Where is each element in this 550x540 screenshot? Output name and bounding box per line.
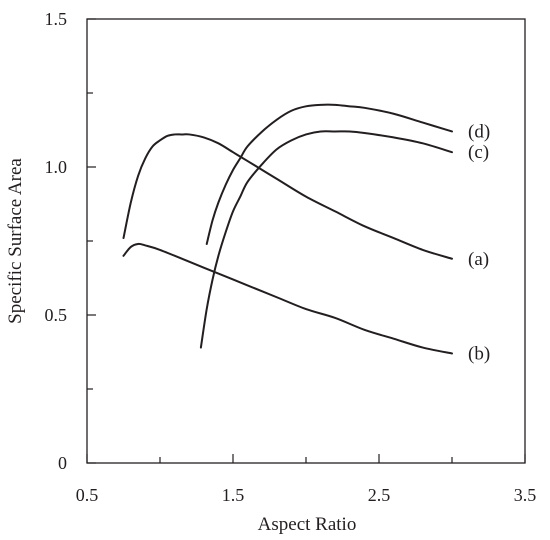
x-axis-title: Aspect Ratio (258, 514, 357, 535)
series-line-d (205, 103, 453, 245)
data-curves (122, 103, 453, 355)
series-line-c (199, 130, 453, 349)
x-tick-label: 1.5 (222, 485, 245, 505)
series-label-d: (d) (468, 121, 490, 142)
series-label-a: (a) (468, 249, 489, 270)
x-tick-label: 3.5 (514, 485, 537, 505)
y-tick-label: 1.5 (45, 9, 68, 29)
axis-ticks (86, 18, 526, 464)
x-tick-label: 2.5 (368, 485, 391, 505)
y-tick-label: 1.0 (45, 157, 68, 177)
series-line-b (122, 242, 453, 355)
tick-labels: 0.5 1.5 2.5 3.5 0 0.5 1.0 1.5 (45, 9, 537, 505)
series-label-b: (b) (468, 343, 490, 364)
series-label-c: (c) (468, 142, 489, 163)
plot-frame (86, 18, 526, 464)
x-tick-label: 0.5 (76, 485, 99, 505)
series-line-a (122, 133, 453, 260)
y-tick-label: 0.5 (45, 305, 68, 325)
y-axis-title: Specific Surface Area (5, 158, 26, 324)
plot-border (86, 18, 526, 464)
series-labels: (a) (b) (c)(d) (468, 121, 490, 364)
y-tick-label: 0 (58, 453, 67, 473)
